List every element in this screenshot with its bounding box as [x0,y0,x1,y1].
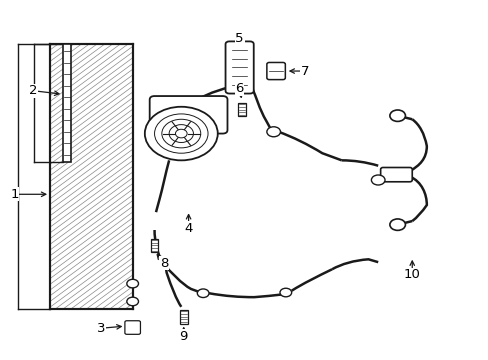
Circle shape [144,107,217,160]
FancyBboxPatch shape [225,41,253,94]
Circle shape [280,288,291,297]
FancyBboxPatch shape [149,96,227,134]
Circle shape [389,110,405,121]
Text: 3: 3 [97,322,105,335]
Text: 7: 7 [301,64,309,77]
Circle shape [126,279,138,288]
Circle shape [266,127,280,137]
Circle shape [371,175,384,185]
Text: 6: 6 [235,82,244,95]
FancyBboxPatch shape [124,321,140,334]
Circle shape [389,219,405,230]
Text: 9: 9 [179,330,187,343]
Text: 10: 10 [403,268,420,281]
Text: 2: 2 [29,84,37,97]
Bar [62,44,71,162]
Bar [150,239,158,252]
Text: 4: 4 [184,222,192,235]
Circle shape [126,297,138,306]
Bar [238,103,245,116]
FancyBboxPatch shape [380,167,411,182]
Text: 1: 1 [10,188,19,201]
Text: 8: 8 [160,257,168,270]
Text: 5: 5 [235,32,244,45]
FancyBboxPatch shape [266,63,285,80]
Bar [180,310,187,324]
Circle shape [197,289,208,297]
